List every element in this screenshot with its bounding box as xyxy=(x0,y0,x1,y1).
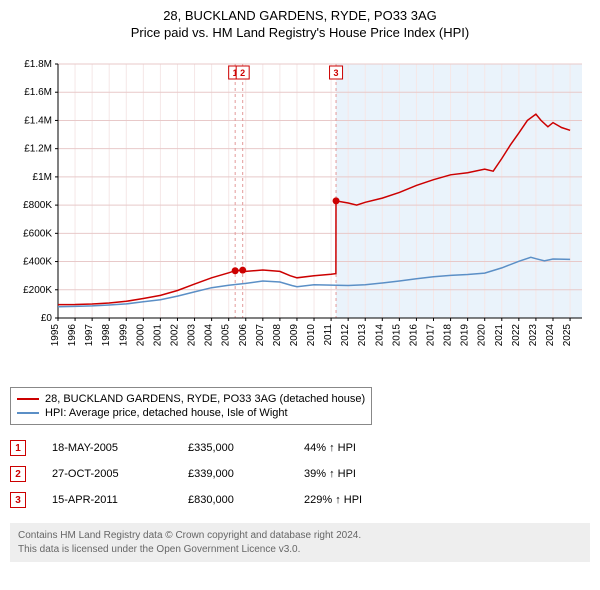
transaction-price: £339,000 xyxy=(188,468,278,480)
transaction-price: £830,000 xyxy=(188,494,278,506)
svg-text:1998: 1998 xyxy=(101,324,112,347)
svg-text:2008: 2008 xyxy=(272,324,283,347)
transaction-marker-badge: 3 xyxy=(10,492,26,508)
svg-text:£1.6M: £1.6M xyxy=(24,87,52,98)
chart-title: 28, BUCKLAND GARDENS, RYDE, PO33 3AG xyxy=(10,8,590,23)
svg-text:2025: 2025 xyxy=(562,324,573,347)
svg-text:2007: 2007 xyxy=(255,324,266,347)
chart-subtitle: Price paid vs. HM Land Registry's House … xyxy=(10,25,590,40)
chart: £0 £200K £400K £600K £800K £1M £1.2M £1.4M £1.6M… xyxy=(10,46,590,379)
svg-text:2001: 2001 xyxy=(152,324,163,347)
svg-text:£1.4M: £1.4M xyxy=(24,115,52,126)
footer-line: Contains HM Land Registry data © Crown c… xyxy=(18,529,582,543)
legend-box: 28, BUCKLAND GARDENS, RYDE, PO33 3AG (de… xyxy=(10,387,372,425)
transaction-price: £335,000 xyxy=(188,442,278,454)
svg-text:1999: 1999 xyxy=(118,324,129,347)
svg-text:2022: 2022 xyxy=(511,324,522,347)
transaction-marker-badge: 2 xyxy=(10,466,26,482)
svg-text:2012: 2012 xyxy=(340,324,351,347)
chart-titles: 28, BUCKLAND GARDENS, RYDE, PO33 3AG Pri… xyxy=(10,8,590,40)
svg-text:2011: 2011 xyxy=(323,324,334,346)
svg-text:2004: 2004 xyxy=(204,324,215,347)
svg-text:2003: 2003 xyxy=(187,324,198,347)
transaction-delta: 44% ↑ HPI xyxy=(304,442,414,454)
svg-text:1997: 1997 xyxy=(84,324,95,347)
footer-attribution: Contains HM Land Registry data © Crown c… xyxy=(10,523,590,562)
page: 28, BUCKLAND GARDENS, RYDE, PO33 3AG Pri… xyxy=(0,0,600,590)
svg-text:2016: 2016 xyxy=(408,324,419,347)
svg-text:2010: 2010 xyxy=(306,324,317,347)
transaction-row: 2 27-OCT-2005 £339,000 39% ↑ HPI xyxy=(10,461,590,487)
transaction-date: 18-MAY-2005 xyxy=(52,442,162,454)
transaction-delta: 229% ↑ HPI xyxy=(304,494,414,506)
legend-label: HPI: Average price, detached house, Isle… xyxy=(45,407,288,419)
legend-label: 28, BUCKLAND GARDENS, RYDE, PO33 3AG (de… xyxy=(45,393,365,405)
legend-item: HPI: Average price, detached house, Isle… xyxy=(17,406,365,420)
svg-text:1995: 1995 xyxy=(50,324,61,347)
svg-text:2019: 2019 xyxy=(460,324,471,347)
legend-swatch xyxy=(17,412,39,414)
svg-text:2013: 2013 xyxy=(357,324,368,347)
svg-text:2014: 2014 xyxy=(374,324,385,347)
svg-text:2000: 2000 xyxy=(135,324,146,347)
svg-text:3: 3 xyxy=(334,68,339,78)
svg-text:£600K: £600K xyxy=(23,228,52,239)
svg-text:2: 2 xyxy=(240,68,245,78)
legend-swatch xyxy=(17,398,39,400)
legend-item: 28, BUCKLAND GARDENS, RYDE, PO33 3AG (de… xyxy=(17,392,365,406)
svg-text:£0: £0 xyxy=(41,313,53,324)
svg-text:2018: 2018 xyxy=(443,324,454,347)
svg-text:2020: 2020 xyxy=(477,324,488,347)
svg-text:2002: 2002 xyxy=(169,324,180,347)
svg-text:£400K: £400K xyxy=(23,257,52,268)
transaction-table: 1 18-MAY-2005 £335,000 44% ↑ HPI 2 27-OCT-200… xyxy=(10,435,590,513)
svg-text:2024: 2024 xyxy=(545,324,556,347)
svg-text:2006: 2006 xyxy=(238,324,249,347)
svg-text:£1.2M: £1.2M xyxy=(24,144,52,155)
transaction-delta: 39% ↑ HPI xyxy=(304,468,414,480)
svg-text:£1M: £1M xyxy=(33,172,52,183)
transaction-date: 27-OCT-2005 xyxy=(52,468,162,480)
svg-text:2021: 2021 xyxy=(494,324,505,347)
transaction-marker-badge: 1 xyxy=(10,440,26,456)
svg-text:£800K: £800K xyxy=(23,200,52,211)
footer-line: This data is licensed under the Open Gov… xyxy=(18,543,582,557)
svg-text:£1.8M: £1.8M xyxy=(24,59,52,70)
svg-text:1996: 1996 xyxy=(67,324,78,347)
transaction-date: 15-APR-2011 xyxy=(52,494,162,506)
legend: 28, BUCKLAND GARDENS, RYDE, PO33 3AG (de… xyxy=(10,387,590,425)
transaction-row: 1 18-MAY-2005 £335,000 44% ↑ HPI xyxy=(10,435,590,461)
svg-text:£200K: £200K xyxy=(23,285,52,296)
transaction-row: 3 15-APR-2011 £830,000 229% ↑ HPI xyxy=(10,487,590,513)
svg-text:2017: 2017 xyxy=(426,324,437,347)
svg-text:2015: 2015 xyxy=(391,324,402,347)
svg-text:2005: 2005 xyxy=(221,324,232,347)
svg-text:2009: 2009 xyxy=(289,324,300,347)
chart-svg: £0 £200K £400K £600K £800K £1M £1.2M £1.4M £1.6M… xyxy=(10,46,590,376)
svg-text:2023: 2023 xyxy=(528,324,539,347)
